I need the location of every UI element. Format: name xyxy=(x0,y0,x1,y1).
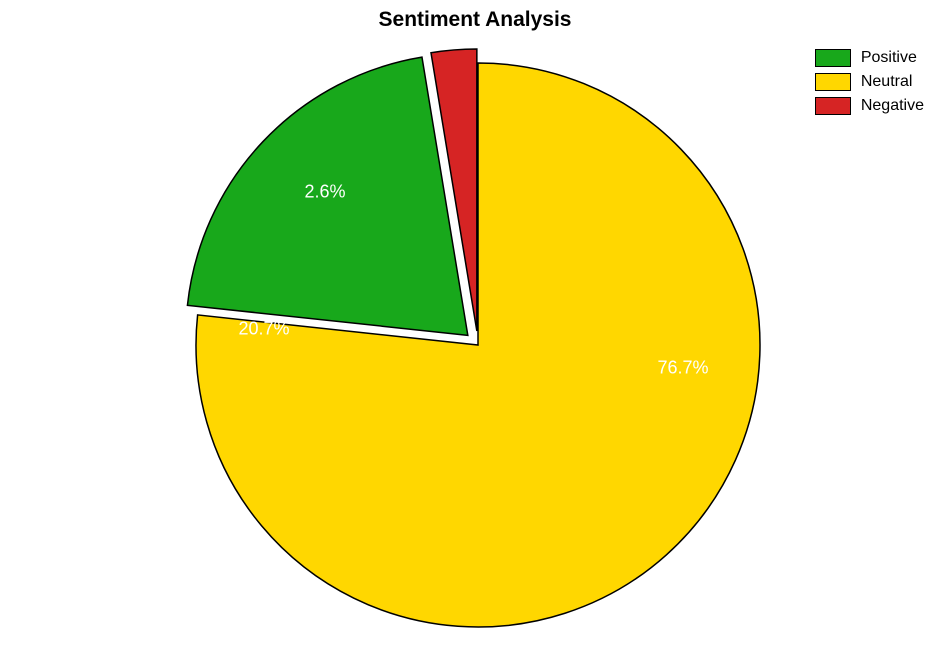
legend-swatch xyxy=(815,73,851,91)
legend-item-negative: Negative xyxy=(815,96,924,116)
slice-label-positive: 20.7% xyxy=(238,319,289,340)
pie-chart xyxy=(0,0,950,662)
legend: Positive Neutral Negative xyxy=(815,48,924,120)
chart-container: Sentiment Analysis 76.7%20.7%2.6% Positi… xyxy=(0,0,950,662)
legend-swatch xyxy=(815,97,851,115)
legend-item-positive: Positive xyxy=(815,48,924,68)
slice-label-neutral: 76.7% xyxy=(657,358,708,379)
legend-label: Negative xyxy=(861,97,924,115)
slice-label-negative: 2.6% xyxy=(304,182,345,203)
legend-swatch xyxy=(815,49,851,67)
legend-label: Neutral xyxy=(861,73,913,91)
legend-item-neutral: Neutral xyxy=(815,72,924,92)
legend-label: Positive xyxy=(861,49,917,67)
